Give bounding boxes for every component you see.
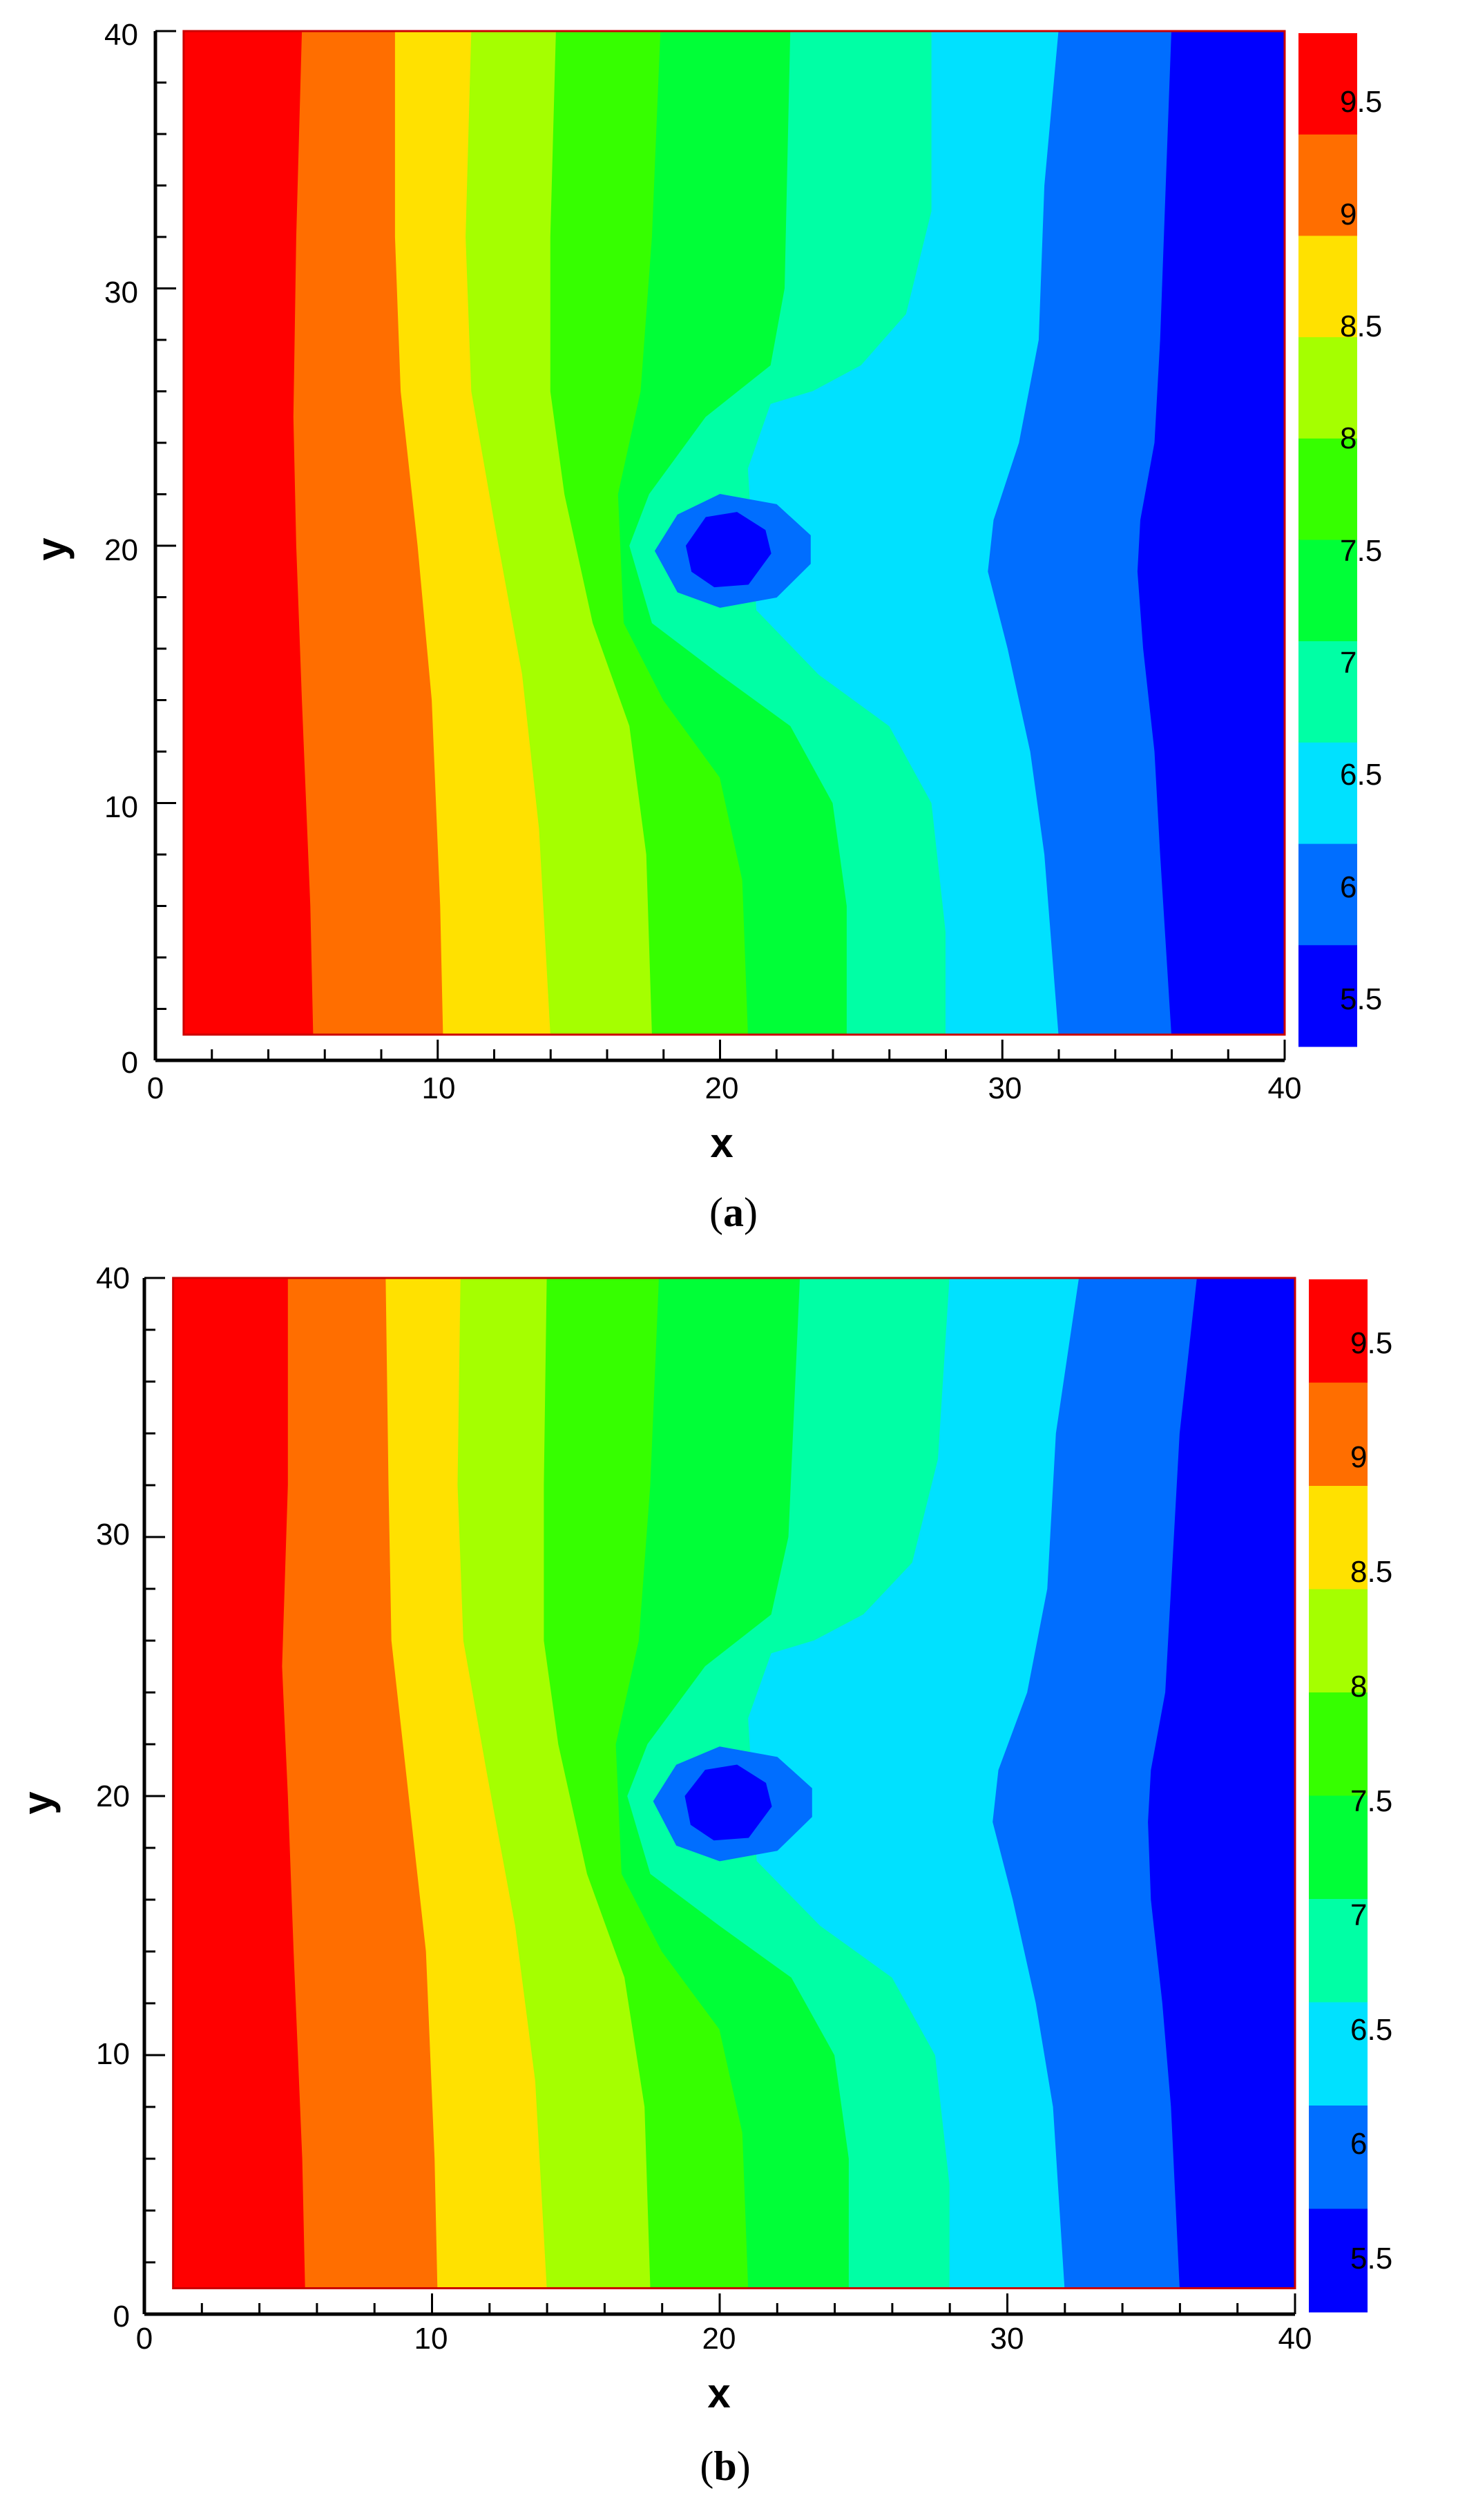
y-axis-title: y [28,537,75,561]
legend-label: 6.5 [1340,758,1382,792]
contour-pocket-inner [684,1764,772,1841]
y-axis-title: y [15,1791,61,1815]
contour-band [173,1277,306,2289]
x-tick-label: 30 [988,1071,1022,1105]
legend-swatch [1298,540,1357,642]
y-tick-label: 30 [96,1518,130,1552]
legend-label: 6.5 [1350,2013,1392,2047]
y-tick-label: 40 [104,18,138,52]
panel-b-ticks [143,1277,1296,2316]
legend-label: 5.5 [1350,2242,1392,2275]
legend-swatch [1298,945,1357,1047]
legend-swatch [1309,1795,1368,1900]
legend-label: 8.5 [1340,309,1382,343]
x-tick-label: 40 [1268,1071,1302,1105]
legend-swatch [1298,134,1357,236]
legend-label: 6 [1350,2127,1367,2161]
caption: (a) [709,1190,758,1235]
legend-swatch [1309,1382,1368,1487]
legend-swatch [1298,742,1357,845]
x-tick-label: 0 [136,2322,153,2356]
panel-a-legend [1298,33,1357,1047]
legend-label: 9.5 [1340,85,1382,119]
x-tick-label: 40 [1278,2322,1312,2356]
legend-label: 6 [1340,870,1356,904]
x-tick-label: 0 [147,1071,164,1105]
y-tick-label: 0 [113,2300,130,2333]
panel-b: 0 10 20 30 40 0 10 20 30 40 x y 9.5 9 8.… [15,1261,1392,2489]
panel-a: 0 10 20 30 40 0 10 20 30 40 x y 9.5 9 8.… [28,18,1382,1235]
legend-label: 7.5 [1350,1784,1392,1818]
legend-label: 7.5 [1340,534,1382,568]
legend-swatch [1298,236,1357,338]
y-tick-label: 30 [104,276,138,309]
contour-pocket-inner [685,512,771,588]
legend-swatch [1309,1589,1368,1693]
caption-letter: b [713,2443,736,2489]
legend-swatch [1298,337,1357,439]
legend-swatch [1309,2002,1368,2106]
x-tick-label: 20 [705,1071,739,1105]
legend-swatch [1309,1279,1368,1383]
x-tick-label: 10 [422,1071,456,1105]
legend-swatch [1309,1692,1368,1796]
caption-letter: a [723,1190,744,1235]
legend-swatch [1309,2208,1368,2313]
contour-band [183,30,314,1035]
legend-swatch [1309,1486,1368,1590]
legend-label: 8.5 [1350,1555,1392,1589]
x-tick-label: 20 [702,2322,736,2356]
domain-border [182,30,1286,1036]
y-tick-label: 10 [104,790,138,824]
panel-b-legend [1309,1279,1368,2313]
legend-swatch [1298,438,1357,540]
y-tick-label: 10 [96,2037,130,2071]
legend-label: 9 [1340,198,1356,231]
caption: (b) [700,2443,750,2489]
legend-swatch [1298,33,1357,135]
legend-swatch [1309,2106,1368,2209]
legend-label: 7 [1350,1898,1367,1932]
x-tick-label: 30 [990,2322,1024,2356]
x-axis-title: x [707,2370,730,2416]
legend-label: 8 [1340,421,1356,455]
x-tick-label: 10 [414,2322,448,2356]
y-tick-label: 20 [96,1779,130,1813]
legend-swatch [1298,843,1357,946]
panel-a-ticks [154,30,1286,1062]
legend-swatch [1309,1899,1368,2003]
legend-label: 9 [1350,1440,1367,1474]
domain-border [172,1277,1296,2289]
legend-label: 5.5 [1340,982,1382,1016]
y-tick-label: 20 [104,533,138,567]
x-axis-title: x [710,1120,733,1166]
legend-swatch [1298,641,1357,743]
y-tick-label: 40 [96,1261,130,1295]
y-tick-label: 0 [122,1046,138,1080]
legend-label: 8 [1350,1670,1367,1703]
panel-b-contours [172,1277,1296,2289]
legend-label: 9.5 [1350,1326,1392,1360]
legend-label: 7 [1340,646,1356,680]
panel-a-contours [182,30,1286,1036]
